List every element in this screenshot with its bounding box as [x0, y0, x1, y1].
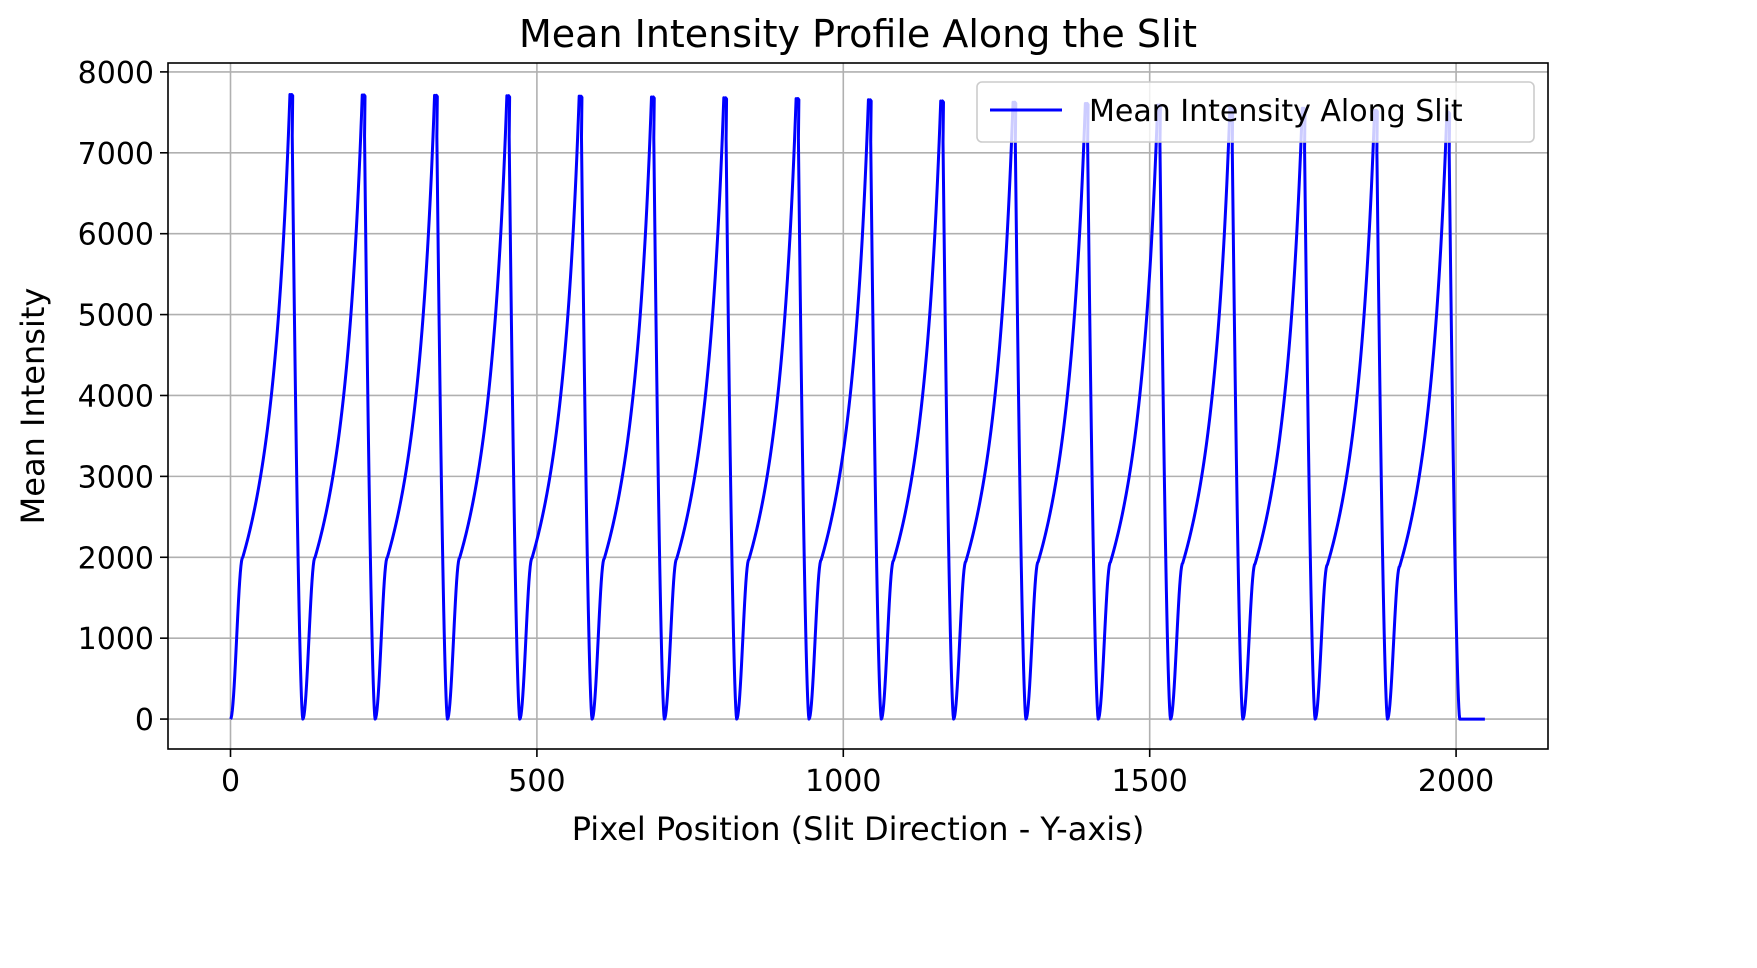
axis-ticks: 0 500 1000 1500 2000 0 1000 2000 3000 4000 5000 600… — [78, 56, 1495, 799]
y-tick-label: 7000 — [78, 137, 154, 172]
y-tick-label: 8000 — [78, 56, 154, 91]
legend-label: Mean Intensity Along Slit — [1089, 94, 1463, 129]
y-axis-label: Mean Intensity — [14, 288, 52, 525]
y-tick-label: 5000 — [78, 299, 154, 334]
plot-frame — [167, 62, 1549, 750]
series-line-mean-intensity — [229, 93, 1485, 721]
x-tick-label: 1000 — [805, 764, 881, 799]
y-tick-label: 1000 — [78, 622, 154, 657]
y-tick-label: 3000 — [78, 460, 154, 495]
x-tick-label: 0 — [221, 764, 240, 799]
legend: Mean Intensity Along Slit — [976, 81, 1535, 143]
legend-box — [976, 81, 1535, 143]
chart-title: Mean Intensity Profile Along the Slit — [519, 12, 1197, 56]
y-tick-label: 4000 — [78, 379, 154, 414]
x-tick-label: 2000 — [1418, 764, 1494, 799]
x-tick-label: 500 — [508, 764, 565, 799]
series-layer — [229, 93, 1485, 721]
y-tick-label: 6000 — [78, 218, 154, 253]
x-tick-label: 1500 — [1112, 764, 1188, 799]
y-tick-label: 0 — [135, 703, 154, 738]
y-tick-label: 2000 — [78, 541, 154, 576]
x-axis-label: Pixel Position (Slit Direction - Y-axis) — [572, 810, 1145, 848]
